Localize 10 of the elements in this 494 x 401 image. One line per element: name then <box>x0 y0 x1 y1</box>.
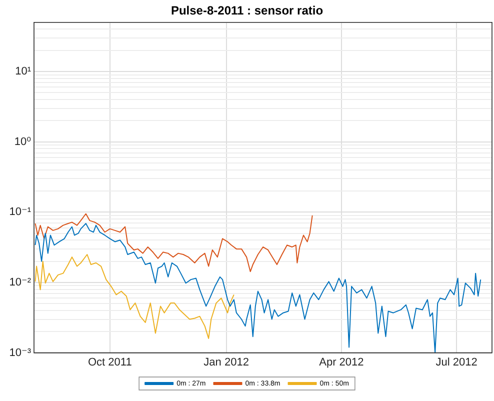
y-tick-label: 10¹ <box>15 66 32 78</box>
y-tick-label: 10⁻³ <box>9 346 32 359</box>
chart-title: Pulse-8-2011 : sensor ratio <box>170 4 324 18</box>
x-tick-label: Oct 2011 <box>88 356 132 368</box>
x-tick-label: Jul 2012 <box>436 356 478 368</box>
y-tick-label: 10⁻² <box>9 276 32 289</box>
y-tick-label: 10⁻¹ <box>9 206 32 218</box>
y-tick-label: 10⁰ <box>14 136 32 148</box>
x-tick-label: Apr 2012 <box>319 356 364 368</box>
x-tick-label: Jan 2012 <box>204 356 249 368</box>
